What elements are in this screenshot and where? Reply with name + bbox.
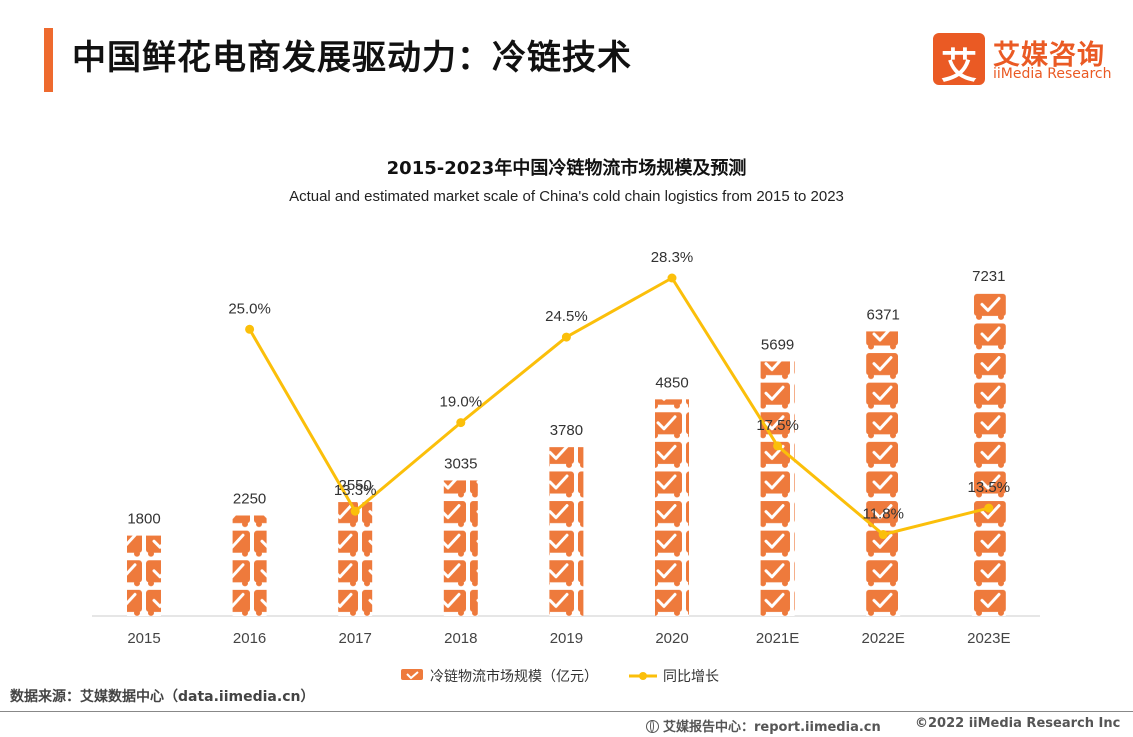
legend-bar-check (406, 671, 419, 680)
x-tick-label: 2021E (756, 630, 799, 647)
bar-2017 (338, 502, 373, 616)
growth-point-2021E (773, 441, 783, 451)
x-tick-label: 2022E (862, 630, 905, 647)
bar-2018 (443, 480, 478, 616)
legend-bar-label: 冷链物流市场规模（亿元） (430, 668, 598, 685)
growth-value-label: 13.3% (334, 482, 377, 499)
legend: 冷链物流市场规模（亿元） 同比增长 (401, 668, 719, 685)
growth-point-2017 (350, 506, 360, 516)
bar-value-label: 1800 (127, 511, 160, 528)
growth-point-2018 (456, 418, 466, 428)
growth-point-2020 (667, 273, 677, 283)
growth-point-2019 (561, 332, 571, 342)
bar-2016 (232, 515, 267, 616)
growth-value-label: 11.8% (862, 506, 903, 523)
growth-point-2023E (984, 503, 994, 513)
x-tick-label: 2019 (550, 630, 583, 647)
growth-value-label: 24.5% (545, 308, 588, 325)
bar-2023E (971, 293, 1006, 616)
bar-value-label: 4850 (655, 374, 688, 391)
x-tick-label: 2016 (233, 630, 266, 647)
bar-value-label: 3035 (444, 455, 477, 472)
x-tick-label: 2018 (444, 630, 477, 647)
iimedia-logo: 艾 艾媒咨询 iiMedia Research (933, 33, 1123, 89)
x-tick-label: 2020 (655, 630, 688, 647)
bar-2021E (760, 361, 795, 616)
growth-point-2016 (245, 324, 255, 334)
page-title: 中国鲜花电商发展驱动力：冷链技术 (72, 38, 632, 78)
bar-2015 (127, 535, 161, 616)
growth-value-label: 19.0% (440, 394, 483, 411)
data-source-note: 数据来源：艾媒数据中心（data.iimedia.cn） (10, 689, 315, 705)
chart-title: 2015-2023年中国冷链物流市场规模及预测 (386, 158, 747, 179)
title-accent-bar (44, 28, 53, 92)
logo-mark-icon: 艾 (933, 33, 985, 87)
copyright: ©2022 iiMedia Research Inc (915, 716, 1121, 731)
logo-chinese-name: 艾媒咨询 (993, 40, 1105, 71)
x-tick-label: 2023E (967, 630, 1010, 647)
logo-mark-glyph: 艾 (940, 46, 977, 87)
legend-line-dot (639, 672, 647, 680)
footer-divider (0, 711, 1133, 712)
legend-line-label: 同比增长 (663, 669, 719, 685)
bar-2020 (655, 399, 689, 616)
globe-icon (646, 720, 659, 733)
bar-value-label: 7231 (972, 268, 1005, 285)
bar-value-label: 2250 (233, 490, 266, 507)
logo-english-name: iiMedia Research (993, 66, 1112, 82)
growth-value-label: 28.3% (651, 249, 694, 266)
growth-value-label: 17.5% (756, 417, 799, 434)
cold-chain-chart: 1800 2250 2550 3035 3780 4850 5699 6371 7231 25.0… (92, 249, 1040, 685)
growth-value-label: 25.0% (228, 300, 271, 317)
report-center-label: 艾媒报告中心：report.iimedia.cn (646, 716, 881, 735)
bar-value-label: 3780 (550, 422, 583, 439)
bar-2019 (549, 447, 584, 616)
bar-value-label: 5699 (761, 336, 794, 353)
x-tick-label: 2017 (339, 630, 372, 647)
bar-value-label: 6371 (867, 306, 900, 323)
x-tick-label: 2015 (127, 630, 160, 647)
growth-point-2022E (878, 530, 888, 540)
growth-line (248, 276, 990, 537)
report-center-text: 艾媒报告中心：report.iimedia.cn (663, 720, 881, 735)
chart-subtitle: Actual and estimated market scale of Chi… (289, 188, 844, 205)
growth-value-label: 13.5% (968, 479, 1011, 496)
bar-value-label: 2550 (339, 477, 372, 494)
bar-2022E (866, 331, 901, 616)
